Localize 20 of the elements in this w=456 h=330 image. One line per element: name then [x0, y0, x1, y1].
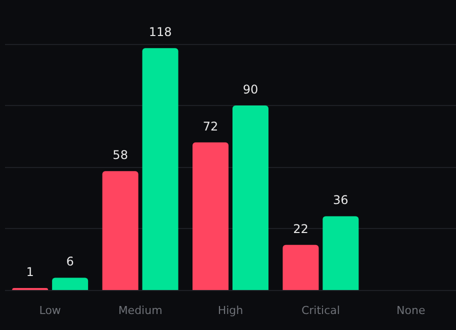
data-label: 90	[242, 82, 258, 96]
bar	[232, 106, 268, 290]
data-label: 118	[148, 25, 172, 40]
bar	[142, 48, 178, 290]
data-label: 1	[26, 264, 34, 279]
x-tick-label: Medium	[118, 304, 162, 317]
bar	[102, 171, 138, 290]
x-tick-label: High	[218, 304, 244, 317]
bar	[52, 278, 88, 290]
x-tick-label: Low	[39, 304, 61, 317]
bar	[192, 142, 229, 290]
data-label: 6	[66, 254, 74, 269]
data-label: 72	[202, 119, 218, 134]
data-label: 58	[112, 148, 128, 162]
x-tick-label: None	[396, 304, 426, 317]
bar	[322, 216, 359, 290]
x-tick-label: Critical	[301, 304, 340, 317]
data-label: 36	[333, 193, 348, 208]
data-label: 22	[293, 222, 308, 236]
bar	[282, 244, 319, 290]
